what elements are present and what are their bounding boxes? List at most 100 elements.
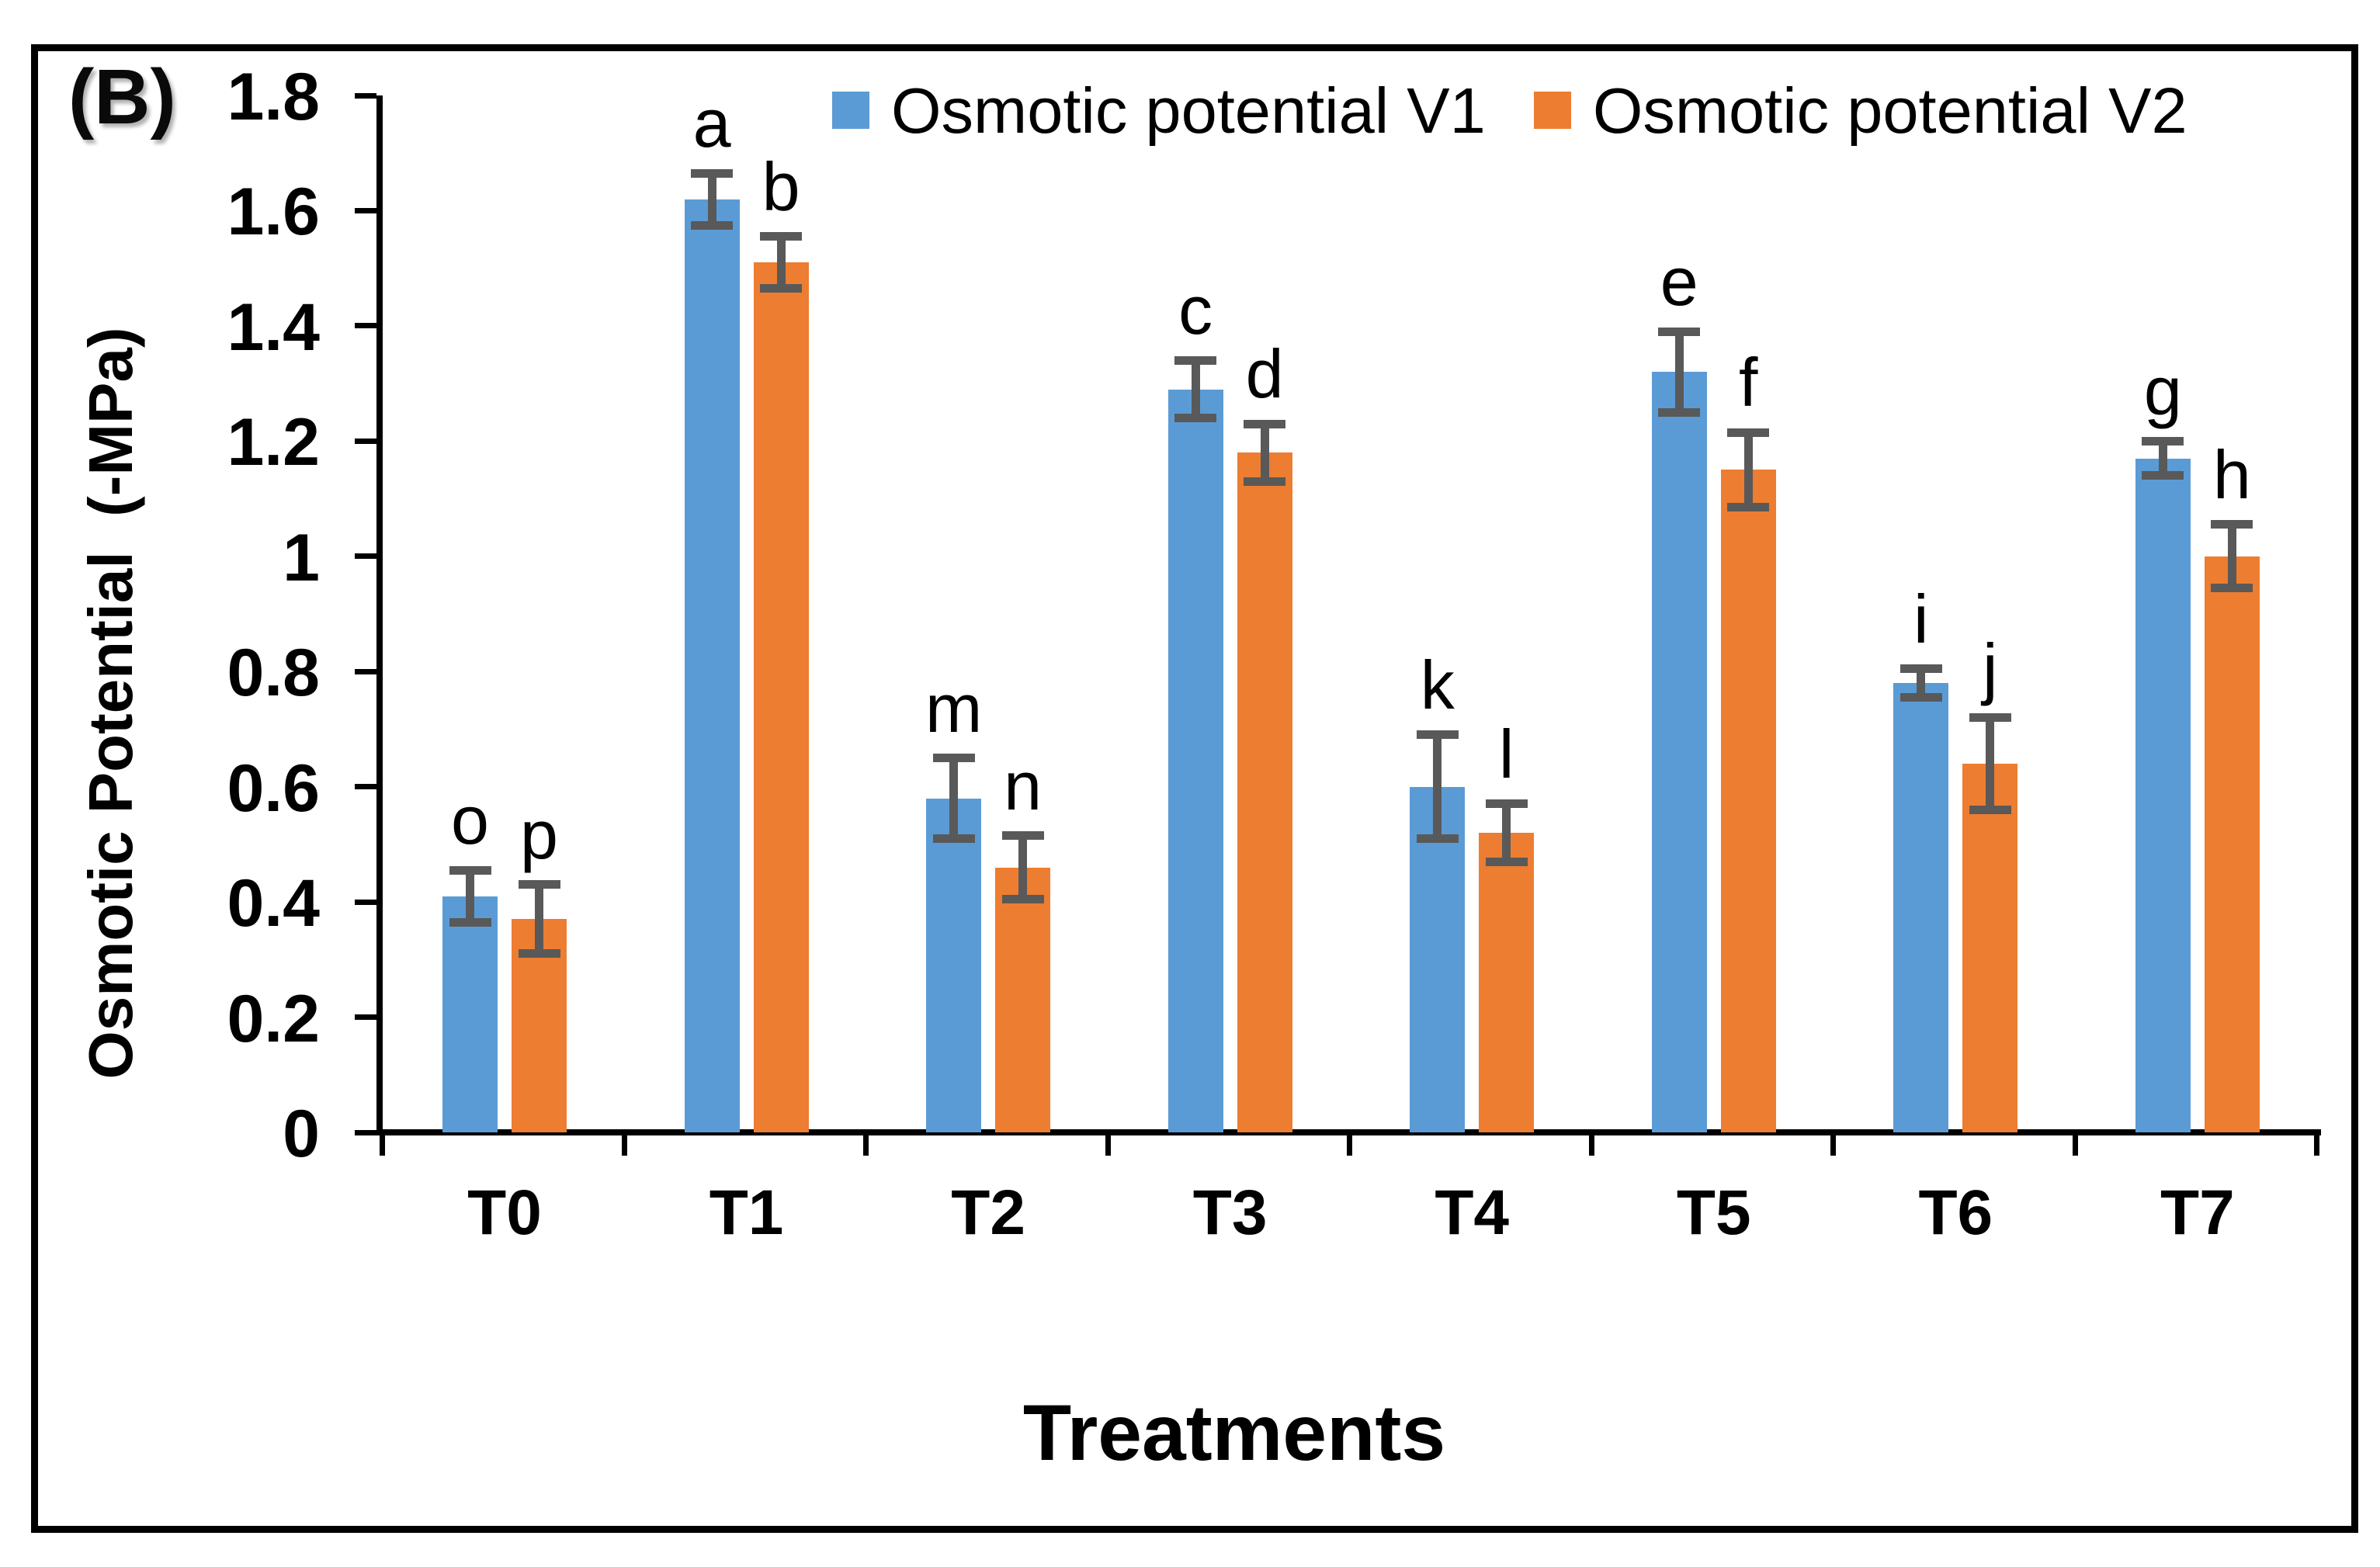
legend-swatch-v2 [1533, 92, 1571, 129]
sig-letter-b: b [762, 147, 800, 225]
bar-v1-T6 [1893, 683, 1949, 1132]
error-bar-stem [776, 236, 786, 289]
error-bar-cap-bottom [1001, 894, 1044, 903]
bar-v2-T5 [1720, 470, 1776, 1132]
legend: Osmotic potential V1 Osmotic potential V… [832, 78, 2187, 143]
error-bar-cap-top [1416, 730, 1459, 740]
y-axis-line [376, 95, 383, 1135]
x-axis-title: Treatments [1022, 1388, 1446, 1477]
error-bar-cap-top [691, 168, 734, 178]
y-tick-label-0.2: 0.2 [227, 981, 320, 1056]
error-bar-cap-bottom [449, 917, 491, 927]
y-tick [355, 92, 376, 99]
bar-v2-T7 [2204, 556, 2260, 1132]
error-bar-stem [1917, 668, 1926, 698]
y-tick-label-1.8: 1.8 [227, 60, 320, 134]
error-bar-stem [1018, 835, 1028, 900]
panel-label: (B) [68, 54, 176, 140]
bar-v1-T0 [442, 896, 498, 1132]
error-bar-cap-bottom [2211, 584, 2253, 593]
bar-v2-T2 [995, 867, 1051, 1132]
y-tick [355, 899, 376, 905]
x-tick [1347, 1132, 1353, 1156]
error-bar-cap-top [1969, 713, 2011, 723]
category-label-T2: T2 [951, 1177, 1025, 1248]
y-tick [355, 323, 376, 329]
sig-letter-c: c [1178, 272, 1213, 349]
error-bar-cap-bottom [1969, 805, 2011, 814]
error-bar-cap-top [1658, 327, 1701, 336]
sig-letter-j: j [1983, 629, 1998, 706]
x-tick [2072, 1132, 2078, 1156]
bar-v2-T3 [1237, 452, 1292, 1132]
bar-v2-T6 [1962, 763, 2018, 1132]
category-label-T1: T1 [709, 1177, 784, 1248]
error-bar-stem [2158, 441, 2167, 476]
error-bar-stem [1191, 360, 1200, 418]
y-tick [355, 1129, 376, 1135]
error-bar-cap-top [1899, 664, 1942, 673]
sig-letter-e: e [1660, 243, 1698, 321]
x-tick [2314, 1132, 2320, 1156]
error-bar-cap-top [1485, 799, 1528, 809]
error-bar-cap-bottom [760, 284, 803, 293]
error-bar-stem [2227, 524, 2236, 588]
y-tick-label-0.6: 0.6 [227, 751, 320, 826]
bar-v1-T4 [1410, 786, 1466, 1132]
y-tick-label-0.4: 0.4 [227, 866, 320, 941]
error-bar-stem [949, 757, 959, 839]
error-bar-cap-bottom [518, 949, 560, 959]
error-bar-cap-bottom [1174, 414, 1217, 423]
error-bar-stem [466, 870, 474, 923]
category-label-T4: T4 [1435, 1177, 1510, 1248]
sig-letter-n: n [1004, 747, 1043, 824]
x-tick [1588, 1132, 1594, 1156]
legend-label-v1: Osmotic potential V1 [891, 74, 1486, 147]
sig-letter-p: p [520, 796, 558, 873]
category-label-T5: T5 [1676, 1177, 1751, 1248]
error-bar-cap-top [1727, 428, 1770, 437]
y-tick [355, 207, 376, 213]
y-tick-label-1: 1 [283, 520, 320, 595]
error-bar-cap-bottom [1658, 407, 1701, 417]
legend-label-v2: Osmotic potential V2 [1592, 74, 2187, 147]
y-tick-label-0.8: 0.8 [227, 636, 320, 711]
error-bar-cap-top [932, 754, 975, 763]
error-bar-stem [1674, 331, 1684, 413]
bar-v1-T2 [926, 798, 982, 1132]
y-tick [355, 1014, 376, 1021]
sig-letter-f: f [1739, 344, 1758, 421]
error-bar-cap-top [1001, 831, 1044, 841]
sig-letter-a: a [692, 85, 731, 162]
error-bar-stem [1433, 734, 1442, 839]
category-label-T7: T7 [2160, 1177, 2235, 1248]
x-tick [1830, 1132, 1837, 1156]
sig-letter-d: d [1245, 335, 1284, 413]
error-bar-cap-bottom [1244, 477, 1286, 486]
sig-letter-k: k [1420, 646, 1455, 723]
error-bar-stem [1502, 803, 1511, 862]
sig-letter-l: l [1498, 715, 1514, 792]
category-label-T6: T6 [1918, 1177, 1993, 1248]
error-bar-stem [707, 173, 716, 225]
error-bar-cap-top [2142, 436, 2184, 445]
error-bar-stem [1260, 424, 1269, 482]
x-tick [380, 1132, 385, 1156]
y-tick [355, 668, 376, 674]
bar-v1-T7 [2135, 458, 2191, 1132]
legend-swatch-v1 [832, 92, 869, 129]
y-tick [355, 438, 376, 444]
x-tick [1105, 1132, 1111, 1156]
y-tick-label-0: 0 [283, 1097, 320, 1171]
y-tick-label-1.4: 1.4 [227, 289, 320, 365]
error-bar-cap-bottom [1727, 503, 1770, 512]
bar-v1-T3 [1167, 389, 1223, 1132]
figure-border [31, 44, 2358, 1533]
error-bar-stem [1986, 717, 1995, 810]
error-bar-cap-bottom [932, 834, 975, 843]
error-bar-stem [1743, 432, 1753, 508]
error-bar-cap-top [760, 232, 803, 241]
bar-v2-T4 [1479, 833, 1535, 1132]
sig-letter-o: o [451, 782, 489, 859]
error-bar-cap-top [1174, 355, 1217, 365]
